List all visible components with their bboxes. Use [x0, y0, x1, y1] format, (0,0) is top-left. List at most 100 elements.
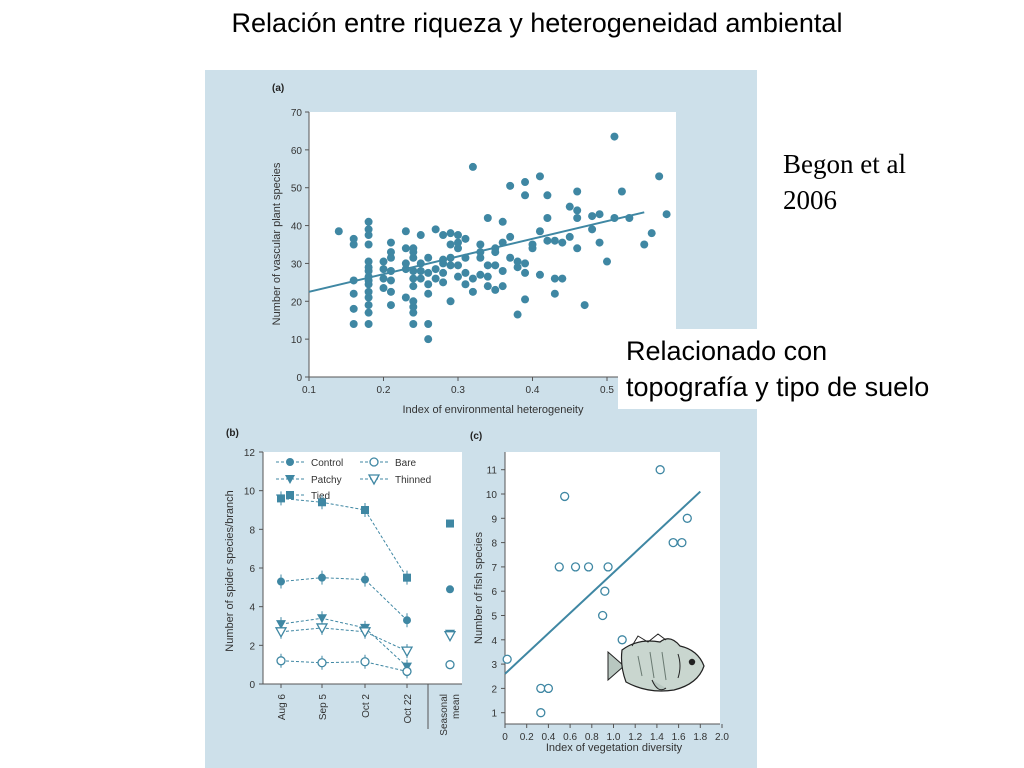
data-point-a: [588, 225, 597, 234]
callout-box: Relacionado con topografía y tipo de sue…: [618, 329, 1024, 409]
data-point-a: [409, 253, 418, 262]
legend-label-b: Patchy: [311, 475, 342, 486]
data-point-a: [364, 308, 373, 317]
data-point-a: [364, 301, 373, 310]
data-point-a: [424, 268, 433, 277]
data-point-a: [506, 232, 515, 241]
data-point-a: [364, 263, 373, 272]
x-tick-label-b-mean: mean: [451, 694, 462, 719]
data-point-a: [424, 335, 433, 344]
y-tick-label-a: 70: [291, 108, 303, 119]
x-axis-label-c: Index of vegetation diversity: [546, 742, 683, 754]
x-tick-label-b: Oct 2: [361, 694, 372, 718]
y-tick-label-b: 6: [249, 564, 255, 575]
data-point-b: [318, 573, 326, 582]
data-point-a: [610, 132, 619, 141]
x-tick-label-a: 0.1: [302, 385, 316, 396]
data-point-a: [565, 202, 574, 211]
y-tick-label-c: 2: [491, 684, 497, 695]
y-tick-label-b: 0: [249, 680, 255, 691]
data-point-a: [349, 240, 358, 249]
data-point-a: [349, 289, 358, 298]
data-point-b: [403, 573, 411, 582]
data-point-b: [403, 616, 411, 625]
data-point-c: [655, 465, 665, 475]
data-point-a: [424, 289, 433, 298]
data-point-c: [603, 562, 613, 572]
data-point-a: [468, 287, 477, 296]
x-tick-label-c: 0.8: [585, 732, 599, 743]
data-point-a: [483, 272, 492, 281]
data-point-a: [603, 257, 611, 266]
data-point-a: [424, 320, 433, 328]
data-point-a: [580, 301, 589, 310]
x-tick-label-a: 0.2: [377, 385, 391, 396]
x-tick-label-c: 0.6: [563, 732, 577, 743]
data-point-c: [668, 537, 678, 548]
data-point-b: [402, 666, 412, 677]
citation-line-1: Begon et al: [783, 149, 906, 179]
data-point-c: [598, 610, 608, 621]
data-point-a: [431, 265, 440, 274]
data-point-a: [439, 231, 448, 240]
data-point-a: [513, 257, 522, 266]
citation-line-2: 2006: [783, 185, 837, 215]
x-tick-label-b: Sep 5: [318, 694, 329, 721]
fish-tail: [607, 650, 625, 682]
data-point-c: [502, 654, 512, 664]
data-point-a: [401, 227, 410, 236]
y-tick-label-c: 4: [491, 636, 497, 647]
data-point-a: [491, 261, 500, 270]
data-point-a: [521, 178, 530, 187]
data-point-c: [617, 635, 627, 645]
legend-label-b: Tied: [311, 491, 330, 502]
data-point-a: [401, 259, 410, 268]
data-point-a: [439, 278, 448, 287]
y-tick-label-a: 20: [291, 297, 303, 308]
data-point-a: [543, 236, 552, 245]
x-tick-label-a: 0.5: [600, 385, 614, 396]
data-point-a: [364, 231, 373, 240]
series-line-b: [280, 660, 408, 672]
x-tick-label-b: Oct 22: [403, 694, 414, 724]
data-point-b: [361, 575, 369, 584]
y-tick-label-c: 8: [491, 539, 497, 550]
data-point-a: [446, 229, 455, 238]
data-point-a: [446, 240, 455, 249]
legend-label-b: Thinned: [395, 475, 431, 486]
data-point-a: [409, 282, 418, 291]
data-point-a: [535, 270, 544, 279]
data-point-a: [521, 191, 530, 200]
data-point-a: [535, 227, 544, 236]
data-point-a: [513, 263, 522, 272]
legend-marker-b: [285, 475, 295, 484]
data-point-a: [543, 214, 552, 222]
data-point-a: [483, 261, 492, 270]
y-axis-label-a: Number of vascular plant species: [271, 162, 283, 325]
data-point-b: [277, 577, 285, 586]
slide-title: Relación entre riqueza y heterogeneidad …: [231, 8, 843, 38]
data-point-a: [454, 272, 462, 281]
seasonal-mean-b: [446, 519, 454, 528]
x-tick-label-c: 0.2: [520, 732, 534, 743]
data-point-a: [379, 257, 388, 266]
x-tick-label-c: 2.0: [715, 732, 729, 743]
data-point-a: [617, 187, 626, 196]
fish-body: [620, 638, 705, 692]
y-tick-label-c: 1: [491, 709, 497, 720]
data-point-a: [364, 257, 373, 266]
legend-label-b: Control: [311, 458, 343, 469]
callout-line-2: topografía y tipo de suelo: [626, 372, 930, 402]
data-point-a: [401, 244, 410, 253]
data-point-a: [573, 206, 582, 215]
data-point-a: [401, 293, 410, 302]
y-tick-label-a: 60: [291, 146, 303, 157]
data-point-a: [409, 274, 418, 283]
panel-label-a: (a): [272, 83, 284, 94]
data-point-c: [600, 586, 610, 596]
panel-label-b: (b): [226, 428, 239, 439]
data-point-b: [315, 623, 329, 635]
data-point-b: [276, 620, 286, 630]
data-point-a: [528, 240, 537, 249]
data-point-c: [682, 513, 692, 523]
